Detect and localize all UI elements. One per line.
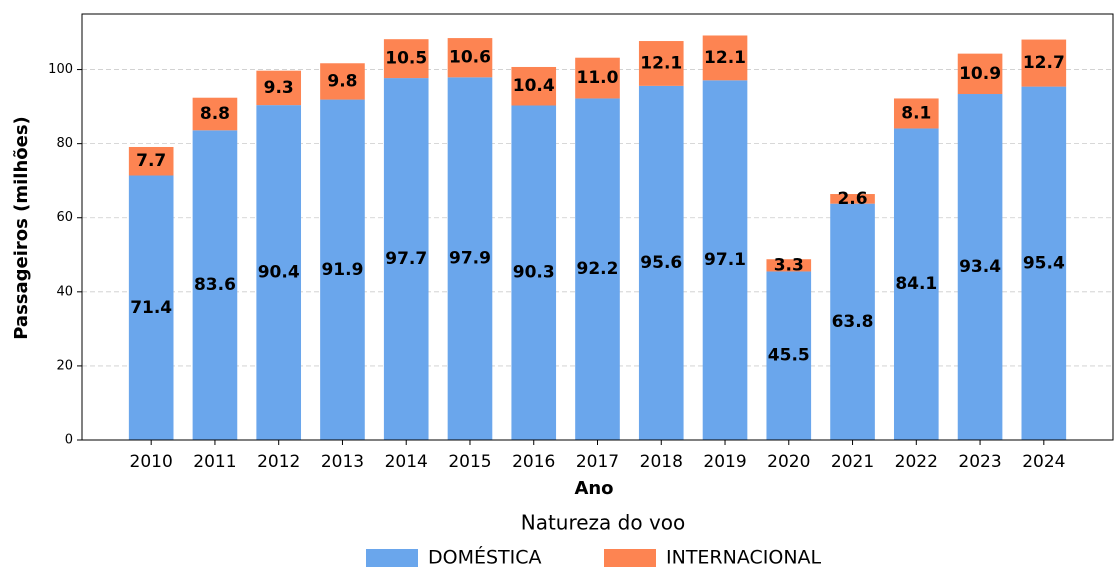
bar-segment [256, 70, 302, 106]
data-label: 11.0 [577, 68, 619, 88]
data-label: 10.4 [513, 76, 555, 96]
y-axis-label: Passageiros (milhões) [11, 116, 32, 340]
bar-segment [192, 130, 238, 440]
data-label: 3.3 [774, 255, 804, 275]
data-label: 63.8 [832, 312, 874, 332]
bar-segment [256, 105, 302, 440]
data-label: 10.5 [385, 49, 427, 69]
bar-segment [1021, 86, 1067, 440]
bar-segment [320, 63, 365, 100]
bar-segment [893, 98, 939, 129]
bar-segment [575, 57, 620, 99]
y-tick-label: 60 [56, 210, 73, 225]
x-tick-label: 2018 [640, 452, 683, 472]
x-tick-label: 2016 [512, 452, 555, 472]
x-tick-label: 2015 [448, 452, 491, 472]
bar-segment [638, 41, 684, 86]
y-tick-label: 40 [56, 284, 73, 299]
x-tick-label: 2022 [895, 452, 938, 472]
bar-segment [511, 105, 557, 441]
x-tick-label: 2011 [193, 452, 236, 472]
data-label: 7.7 [136, 151, 166, 171]
bar-segment [766, 259, 812, 272]
data-label: 95.6 [640, 253, 682, 273]
data-label: 83.6 [194, 275, 236, 295]
data-label: 92.2 [577, 259, 619, 279]
data-label: 12.1 [704, 48, 746, 68]
data-label: 12.1 [640, 53, 682, 73]
x-tick-label: 2023 [958, 452, 1001, 472]
y-tick-label: 80 [56, 136, 73, 151]
data-label: 84.1 [895, 274, 937, 294]
data-label: 8.1 [901, 103, 931, 123]
x-tick-label: 2024 [1022, 452, 1065, 472]
bar-segment [766, 271, 812, 440]
x-tick-label: 2021 [831, 452, 874, 472]
data-label: 91.9 [321, 260, 363, 280]
y-tick-label: 20 [56, 358, 73, 373]
bar-segment [702, 35, 748, 81]
bar-segment [957, 94, 1003, 440]
data-label: 95.4 [1023, 253, 1065, 273]
x-tick-label: 2019 [703, 452, 746, 472]
data-label: 10.6 [449, 48, 491, 68]
bar-segment [957, 53, 1003, 95]
bar-segment [1021, 39, 1067, 87]
bar-segment [893, 128, 939, 440]
bar-segment [192, 97, 238, 131]
data-label: 97.9 [449, 249, 491, 269]
bar-segment [447, 77, 493, 440]
x-tick-label: 2014 [385, 452, 428, 472]
legend-swatch [604, 549, 656, 567]
data-label: 90.3 [513, 263, 555, 283]
data-label: 93.4 [959, 257, 1001, 277]
data-label: 10.9 [959, 64, 1001, 84]
data-label: 9.8 [327, 71, 357, 91]
legend-label: INTERNACIONAL [666, 547, 822, 567]
x-tick-label: 2020 [767, 452, 810, 472]
data-label: 97.1 [704, 250, 746, 270]
bar-segment [128, 146, 174, 176]
plot-frame [81, 13, 1114, 441]
bar-segment [383, 39, 429, 79]
legend-swatch [366, 549, 418, 567]
data-label: 90.4 [258, 263, 300, 283]
bar-segment [830, 194, 875, 204]
bar-segment [702, 80, 748, 440]
x-axis-label: Ano [574, 478, 613, 499]
bar-segment [638, 85, 684, 440]
bar-segment [128, 175, 174, 440]
y-tick-label: 100 [48, 62, 73, 77]
x-tick-label: 2017 [576, 452, 619, 472]
bar-segment [447, 38, 493, 78]
data-label: 8.8 [200, 104, 230, 124]
bar-segment [511, 66, 557, 106]
legend-title: Natureza do voo [521, 511, 686, 535]
data-label: 97.7 [385, 249, 427, 269]
y-tick-label: 0 [65, 433, 73, 448]
data-label: 12.7 [1023, 53, 1065, 73]
x-tick-label: 2013 [321, 452, 364, 472]
data-label: 2.6 [837, 189, 867, 209]
x-tick-label: 2012 [257, 452, 300, 472]
data-label: 71.4 [130, 298, 172, 318]
bar-segment [320, 99, 365, 440]
bar-segment [830, 203, 875, 440]
data-label: 9.3 [264, 78, 294, 98]
bar-segment [575, 98, 620, 440]
legend-label: DOMÉSTICA [428, 546, 542, 567]
data-label: 45.5 [768, 346, 810, 366]
bar-segment [383, 78, 429, 441]
x-tick-label: 2010 [130, 452, 173, 472]
